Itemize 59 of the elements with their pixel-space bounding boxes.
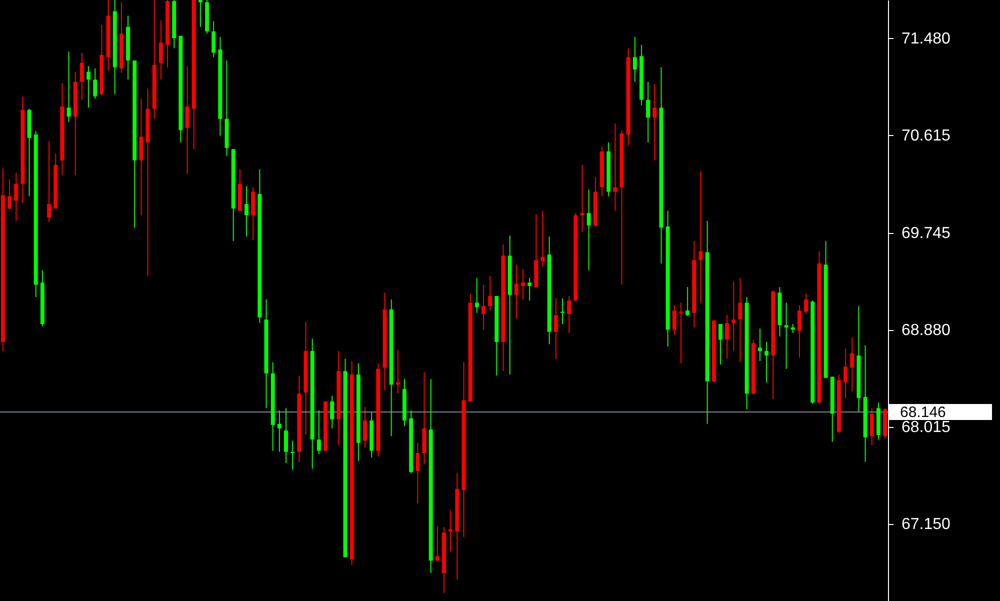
candlestick <box>554 298 558 360</box>
candlestick <box>560 298 564 325</box>
y-tick-label: 71.480 <box>902 30 951 48</box>
candlestick <box>481 284 486 330</box>
candlestick <box>448 510 453 552</box>
candlestick <box>540 210 545 268</box>
candlestick <box>850 337 854 392</box>
candlestick <box>718 324 722 365</box>
ref-line-label: 68.146 <box>900 404 946 421</box>
y-tick-label: 67.150 <box>902 516 951 534</box>
candlestick <box>632 36 637 82</box>
candlestick <box>652 84 657 161</box>
candlestick <box>330 395 334 429</box>
candlestick <box>580 164 584 233</box>
candlestick <box>277 410 282 452</box>
candlestick <box>363 406 368 448</box>
candlestick <box>870 408 874 446</box>
candlestick <box>646 81 650 143</box>
candlestick <box>844 348 848 399</box>
candlestick <box>732 280 736 352</box>
candlestick <box>212 20 216 58</box>
candlestick <box>520 268 525 300</box>
candlestick <box>797 304 802 358</box>
candlestick <box>185 66 190 174</box>
candlestick <box>47 140 52 223</box>
candlestick <box>8 178 12 210</box>
y-tick-label: 68.015 <box>902 419 951 436</box>
y-tick-label: 68.880 <box>902 322 951 340</box>
candlestick <box>686 286 690 317</box>
candlestick <box>316 410 321 455</box>
y-tick-label: 70.615 <box>902 128 951 145</box>
candlestick <box>80 52 84 100</box>
candlestick <box>784 302 788 370</box>
candlestick <box>567 296 572 334</box>
candlestick <box>528 278 532 301</box>
candlestick <box>435 525 440 562</box>
candlestick <box>804 293 808 314</box>
candlestick <box>514 264 518 319</box>
candlestick <box>586 188 591 271</box>
candlestick <box>416 442 420 504</box>
candlestick <box>474 278 479 314</box>
candlestick <box>244 186 249 238</box>
candlestick <box>678 302 683 364</box>
candlestick <box>698 171 703 304</box>
candlestick <box>284 408 288 464</box>
candlestick <box>158 20 163 80</box>
candlestick <box>738 278 742 363</box>
candlestick <box>758 328 762 362</box>
candlestick <box>86 66 91 108</box>
candlestick <box>725 314 730 360</box>
candlestick <box>764 341 769 383</box>
candlestick <box>488 275 492 312</box>
candlestick <box>14 172 18 222</box>
candlestick <box>66 51 71 123</box>
candlestick <box>672 304 676 336</box>
candlestick <box>93 68 98 100</box>
candlestick <box>251 186 256 240</box>
candlestick <box>139 98 144 216</box>
y-tick-label: 69.745 <box>902 225 951 242</box>
